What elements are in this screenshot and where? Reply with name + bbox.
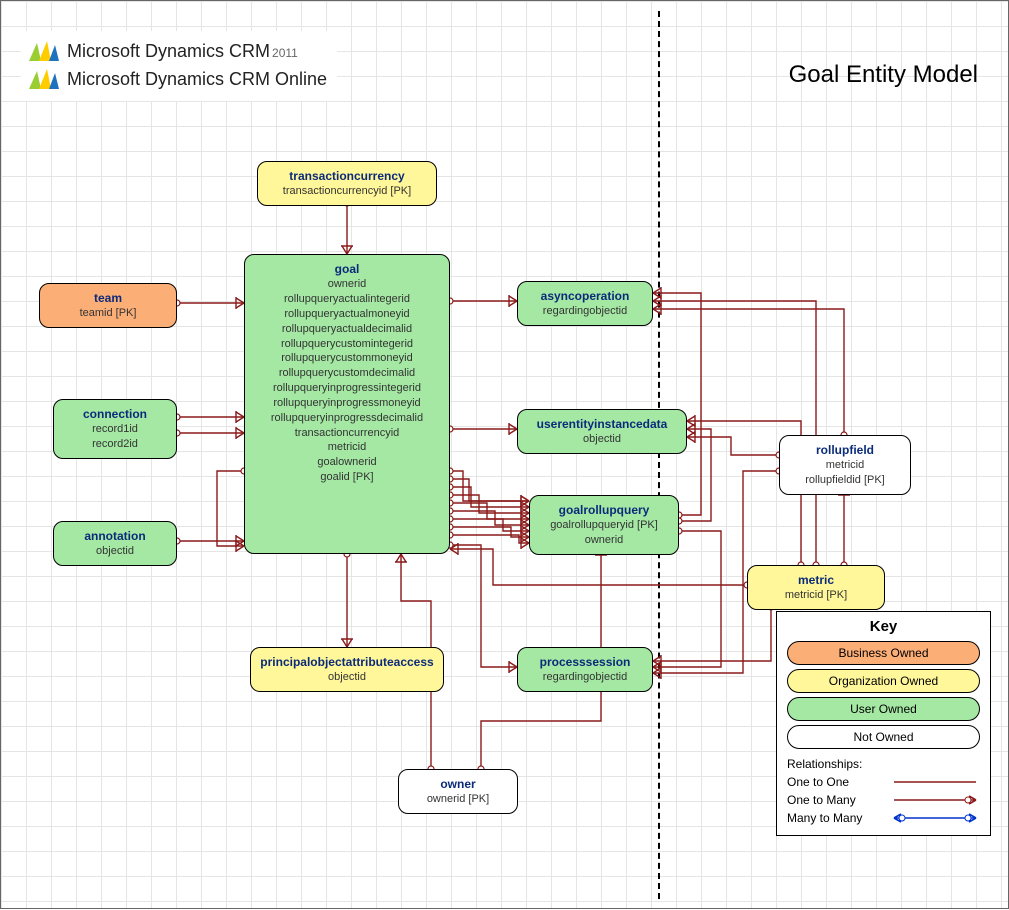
entity-transactioncurrency: transactioncurrencytransactioncurrencyid… bbox=[257, 161, 437, 206]
legend-key: Key Business Owned Organization Owned User… bbox=[776, 611, 991, 836]
entity-attr: record2id bbox=[62, 437, 168, 452]
entity-attr: regardingobjectid bbox=[526, 304, 644, 319]
entity-attr: ownerid [PK] bbox=[407, 792, 509, 807]
entity-name: connection bbox=[62, 406, 168, 422]
entity-name: processsession bbox=[526, 654, 644, 670]
legend-swatch: Not Owned bbox=[787, 725, 980, 749]
entity-name: owner bbox=[407, 776, 509, 792]
legend-rel-line-icon bbox=[890, 775, 980, 789]
legend-rel-label: One to Many bbox=[787, 793, 856, 807]
entity-name: goal bbox=[253, 261, 441, 277]
legend-rel-row: Many to Many bbox=[787, 811, 980, 825]
entity-goalrollupquery: goalrollupquerygoalrollupqueryid [PK]own… bbox=[529, 495, 679, 555]
entity-attr: goalid [PK] bbox=[253, 470, 441, 485]
legend-rel-row: One to One bbox=[787, 775, 980, 789]
legend-swatch: User Owned bbox=[787, 697, 980, 721]
entity-attr: metricid bbox=[253, 440, 441, 455]
entity-name: team bbox=[48, 290, 168, 306]
logo-row-1: Microsoft Dynamics CRM2011 bbox=[27, 37, 327, 65]
entity-name: transactioncurrency bbox=[266, 168, 428, 184]
entity-attr: objectid bbox=[259, 670, 435, 685]
entity-principalobjectattributeaccess: principalobjectattributeaccessobjectid bbox=[250, 647, 444, 692]
entity-attr: ownerid bbox=[538, 533, 670, 548]
entity-attr: goalrollupqueryid [PK] bbox=[538, 518, 670, 533]
entity-attr: metricid bbox=[788, 458, 902, 473]
legend-rel-line-icon bbox=[890, 793, 980, 807]
diagram-canvas: Microsoft Dynamics CRM2011 Microsoft Dyn… bbox=[0, 0, 1009, 909]
entity-name: asyncoperation bbox=[526, 288, 644, 304]
legend-title: Key bbox=[787, 618, 980, 635]
logo-text-1: Microsoft Dynamics CRM2011 bbox=[67, 41, 298, 62]
entity-attr: goalownerid bbox=[253, 455, 441, 470]
legend-rel-label: Many to Many bbox=[787, 811, 862, 825]
legend-swatch: Business Owned bbox=[787, 641, 980, 665]
legend-swatch: Organization Owned bbox=[787, 669, 980, 693]
entity-goal: goalowneridrollupqueryactualintegeridrol… bbox=[244, 254, 450, 554]
crm-logo-icon bbox=[27, 39, 61, 63]
entity-attr: rollupfieldid [PK] bbox=[788, 473, 902, 488]
entity-attr: transactioncurrencyid [PK] bbox=[266, 184, 428, 199]
entity-attr: rollupqueryinprogressdecimalid bbox=[253, 411, 441, 426]
entity-owner: ownerownerid [PK] bbox=[398, 769, 518, 814]
entity-name: userentityinstancedata bbox=[526, 416, 678, 432]
entity-attr: rollupqueryinprogressmoneyid bbox=[253, 396, 441, 411]
logo-block: Microsoft Dynamics CRM2011 Microsoft Dyn… bbox=[21, 31, 337, 101]
entity-attr: objectid bbox=[62, 544, 168, 559]
entity-attr: metricid [PK] bbox=[756, 588, 876, 603]
entity-attr: record1id bbox=[62, 422, 168, 437]
entity-asyncoperation: asyncoperationregardingobjectid bbox=[517, 281, 653, 326]
legend-rel-title: Relationships: bbox=[787, 757, 980, 771]
entity-attr: rollupquerycustommoneyid bbox=[253, 351, 441, 366]
entity-attr: rollupquerycustomdecimalid bbox=[253, 366, 441, 381]
entity-name: rollupfield bbox=[788, 442, 902, 458]
entity-name: metric bbox=[756, 572, 876, 588]
entity-attr: teamid [PK] bbox=[48, 306, 168, 321]
entity-team: teamteamid [PK] bbox=[39, 283, 177, 328]
entity-name: goalrollupquery bbox=[538, 502, 670, 518]
crm-logo-icon bbox=[27, 67, 61, 91]
entity-attr: objectid bbox=[526, 432, 678, 447]
entity-name: principalobjectattributeaccess bbox=[259, 654, 435, 670]
legend-rel-label: One to One bbox=[787, 775, 849, 789]
legend-rel-row: One to Many bbox=[787, 793, 980, 807]
entity-attr: rollupqueryactualdecimalid bbox=[253, 322, 441, 337]
entity-annotation: annotationobjectid bbox=[53, 521, 177, 566]
entity-attr: regardingobjectid bbox=[526, 670, 644, 685]
entity-rollupfield: rollupfieldmetricidrollupfieldid [PK] bbox=[779, 435, 911, 495]
entity-attr: rollupqueryactualintegerid bbox=[253, 292, 441, 307]
legend-rel-line-icon bbox=[890, 811, 980, 825]
entity-processsession: processsessionregardingobjectid bbox=[517, 647, 653, 692]
entity-metric: metricmetricid [PK] bbox=[747, 565, 885, 610]
entity-attr: rollupqueryinprogressintegerid bbox=[253, 381, 441, 396]
entity-attr: transactioncurrencyid bbox=[253, 426, 441, 441]
entity-attr: rollupquerycustomintegerid bbox=[253, 337, 441, 352]
entity-connection: connectionrecord1idrecord2id bbox=[53, 399, 177, 459]
entity-attr: rollupqueryactualmoneyid bbox=[253, 307, 441, 322]
dashed-divider bbox=[658, 11, 660, 899]
page-title: Goal Entity Model bbox=[789, 61, 978, 89]
logo-text-2: Microsoft Dynamics CRM Online bbox=[67, 69, 327, 90]
entity-attr: ownerid bbox=[253, 277, 441, 292]
logo-row-2: Microsoft Dynamics CRM Online bbox=[27, 65, 327, 93]
entity-name: annotation bbox=[62, 528, 168, 544]
entity-userentityinstancedata: userentityinstancedataobjectid bbox=[517, 409, 687, 454]
